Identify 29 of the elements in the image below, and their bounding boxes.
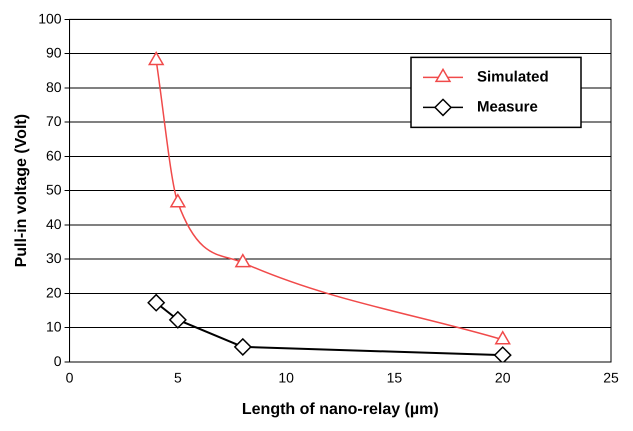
- point: [147, 294, 165, 312]
- x-axis-title: Length of nano-relay (µm): [242, 400, 439, 418]
- x-tick-label: 10: [278, 369, 294, 386]
- y-tick-label: 90: [46, 44, 62, 61]
- x-tick-label: 0: [66, 369, 74, 386]
- y-tick-label: 40: [46, 216, 62, 232]
- y-tick-label: 30: [46, 250, 62, 266]
- point: [495, 330, 510, 344]
- legend-label: Measure: [477, 98, 538, 116]
- x-tick-label: 5: [174, 369, 182, 386]
- x-tick-label: 25: [603, 369, 619, 386]
- x-tick-label: 15: [386, 369, 402, 386]
- legend-label: Simulated: [477, 68, 549, 86]
- y-tick-label: 80: [46, 78, 62, 95]
- point: [234, 338, 252, 356]
- point: [170, 194, 186, 208]
- point: [235, 254, 250, 268]
- y-tick-label: 100: [38, 10, 62, 26]
- y-tick-label: 70: [46, 113, 62, 130]
- y-tick-label: 50: [46, 182, 62, 198]
- y-tick-label: 20: [46, 284, 62, 300]
- point: [148, 52, 164, 66]
- y-tick-label: 10: [46, 318, 62, 335]
- y-tick-label: 60: [46, 147, 62, 164]
- y-axis-title: Pull-in voltage (Volt): [13, 114, 30, 268]
- x-tick-label: 20: [494, 369, 511, 386]
- point: [494, 346, 512, 362]
- point: [169, 311, 187, 329]
- y-tick-label: 0: [54, 352, 62, 369]
